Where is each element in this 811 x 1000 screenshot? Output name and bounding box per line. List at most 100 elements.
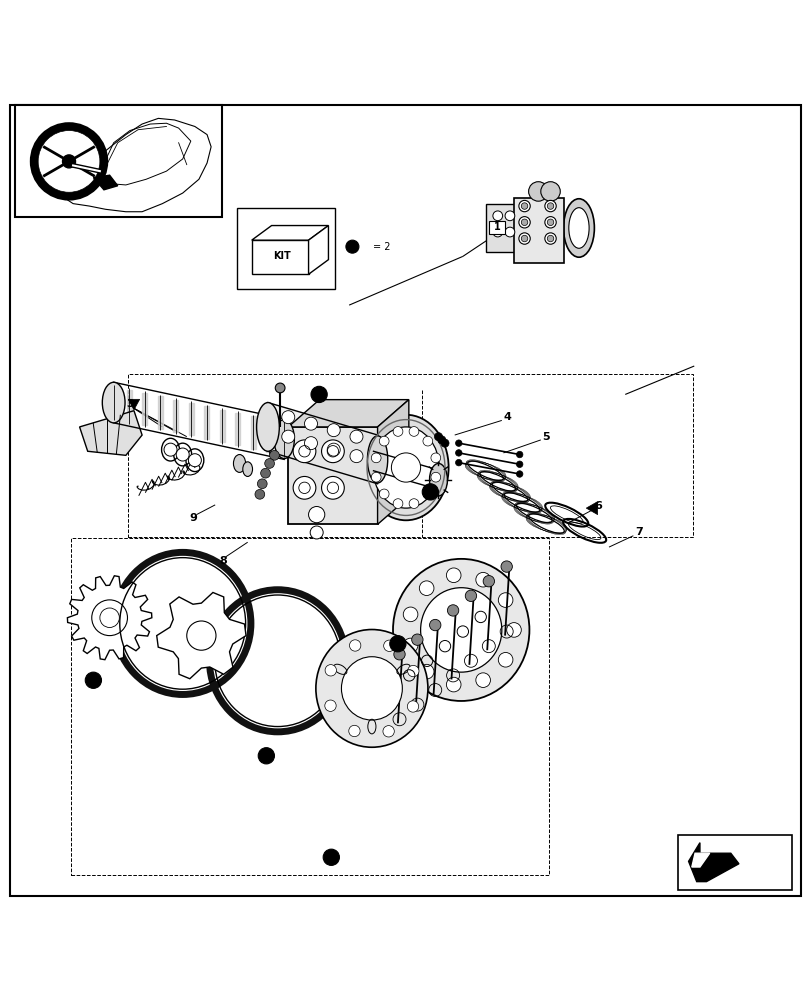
Circle shape: [327, 424, 340, 437]
Polygon shape: [204, 406, 209, 439]
Circle shape: [393, 499, 402, 508]
Ellipse shape: [274, 420, 294, 459]
Circle shape: [518, 217, 530, 228]
Circle shape: [350, 430, 363, 443]
Bar: [488, 221, 504, 234]
Circle shape: [379, 436, 388, 446]
Circle shape: [393, 427, 402, 436]
Circle shape: [506, 623, 521, 637]
Circle shape: [304, 437, 317, 450]
Circle shape: [544, 200, 556, 212]
Circle shape: [540, 182, 560, 201]
Circle shape: [423, 489, 432, 499]
Bar: [513, 198, 564, 263]
Circle shape: [304, 417, 317, 430]
Ellipse shape: [102, 382, 125, 423]
Circle shape: [164, 443, 177, 456]
Circle shape: [418, 664, 433, 679]
Circle shape: [422, 484, 438, 500]
Circle shape: [409, 499, 418, 508]
Text: 4: 4: [503, 412, 511, 422]
Circle shape: [544, 217, 556, 228]
Circle shape: [371, 453, 380, 463]
Circle shape: [446, 677, 461, 692]
Circle shape: [255, 489, 264, 499]
Circle shape: [504, 211, 514, 221]
Circle shape: [498, 652, 513, 667]
Circle shape: [521, 235, 527, 242]
Text: 9: 9: [189, 513, 197, 523]
Circle shape: [264, 459, 274, 468]
Bar: [15, 105, 221, 217]
Bar: [128, 374, 692, 537]
Polygon shape: [235, 413, 240, 445]
Circle shape: [391, 453, 420, 482]
Circle shape: [62, 155, 75, 168]
Circle shape: [293, 476, 315, 499]
Polygon shape: [157, 592, 246, 679]
Circle shape: [518, 200, 530, 212]
Polygon shape: [308, 226, 328, 274]
Text: 7: 7: [634, 527, 642, 537]
Text: 8: 8: [219, 556, 227, 566]
Circle shape: [516, 461, 522, 468]
Text: 1: 1: [493, 222, 500, 232]
Circle shape: [345, 240, 358, 253]
Bar: [288, 427, 377, 524]
Circle shape: [407, 665, 418, 677]
Polygon shape: [688, 843, 738, 882]
Circle shape: [411, 634, 423, 645]
Polygon shape: [67, 576, 152, 660]
Circle shape: [323, 849, 339, 865]
Circle shape: [434, 433, 442, 441]
Circle shape: [547, 235, 553, 242]
Circle shape: [31, 123, 107, 200]
Circle shape: [544, 233, 556, 244]
Ellipse shape: [429, 463, 447, 496]
Circle shape: [407, 701, 418, 712]
Circle shape: [393, 649, 405, 660]
Polygon shape: [586, 502, 597, 515]
Circle shape: [504, 227, 514, 237]
Bar: [237, 208, 334, 289]
Ellipse shape: [367, 436, 388, 483]
Text: = 2: = 2: [372, 242, 390, 252]
Circle shape: [383, 726, 394, 737]
Circle shape: [429, 619, 440, 631]
Circle shape: [389, 636, 406, 652]
Polygon shape: [377, 400, 409, 524]
Text: 3: 3: [126, 399, 133, 409]
Circle shape: [275, 383, 285, 393]
Circle shape: [437, 436, 445, 444]
Circle shape: [311, 386, 327, 403]
Ellipse shape: [341, 657, 402, 720]
Polygon shape: [188, 403, 193, 435]
Polygon shape: [281, 423, 286, 455]
Ellipse shape: [242, 462, 252, 476]
Circle shape: [521, 219, 527, 226]
Polygon shape: [268, 403, 377, 484]
Ellipse shape: [363, 415, 448, 520]
Circle shape: [500, 561, 512, 572]
Bar: [71, 538, 548, 875]
Circle shape: [518, 233, 530, 244]
Circle shape: [188, 454, 201, 467]
Circle shape: [308, 506, 324, 523]
Circle shape: [324, 700, 336, 711]
Text: KIT: KIT: [272, 251, 290, 261]
Polygon shape: [127, 390, 131, 422]
Polygon shape: [157, 396, 162, 429]
Circle shape: [321, 476, 344, 499]
Circle shape: [465, 590, 476, 602]
Polygon shape: [173, 400, 178, 432]
Circle shape: [447, 605, 458, 616]
Circle shape: [547, 219, 553, 226]
Circle shape: [350, 450, 363, 463]
Ellipse shape: [563, 199, 594, 257]
Circle shape: [260, 468, 270, 478]
Circle shape: [418, 581, 433, 595]
Circle shape: [521, 203, 527, 209]
Bar: [485, 204, 516, 252]
Circle shape: [321, 440, 344, 463]
Polygon shape: [266, 420, 271, 452]
